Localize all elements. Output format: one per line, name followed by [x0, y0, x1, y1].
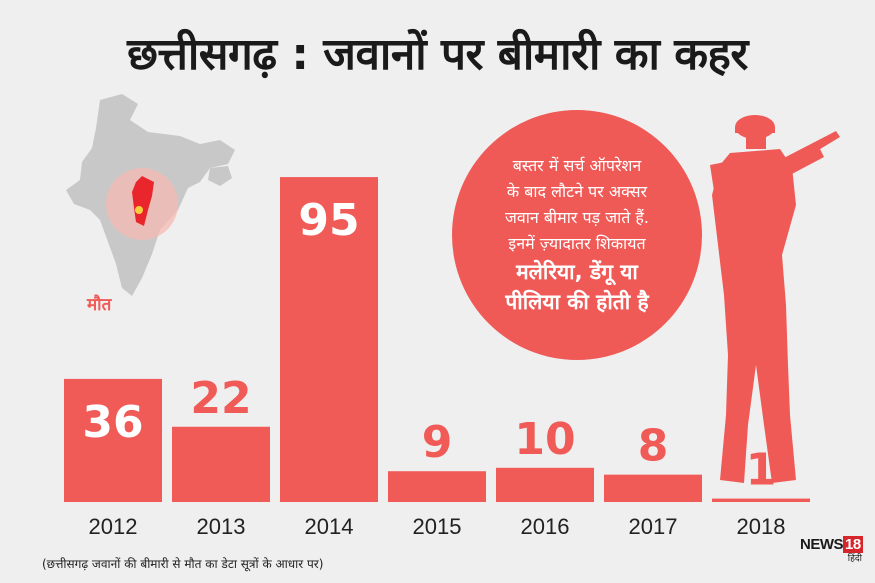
- bar-2016: [496, 467, 594, 502]
- x-tick-label-2015: 2015: [413, 514, 462, 539]
- bar-2017: [604, 474, 702, 502]
- brand-number: 18: [843, 536, 863, 553]
- brand-name: NEWS: [800, 536, 844, 553]
- brand-sub: हिंदी: [847, 553, 862, 563]
- x-tick-label-2013: 2013: [197, 514, 246, 539]
- bar-2015: [388, 471, 486, 502]
- x-tick-label-2012: 2012: [89, 514, 138, 539]
- x-tick-label-2017: 2017: [629, 514, 678, 539]
- bar-2014: [280, 177, 378, 502]
- callout-line: जवान बीमार पड़ जाते हैं.: [504, 208, 650, 227]
- x-tick-label-2016: 2016: [521, 514, 570, 539]
- callout-bold-line: मलेरिया, डेंगू या: [516, 260, 638, 284]
- value-label-2012: 36: [82, 397, 143, 448]
- value-label-2017: 8: [638, 421, 669, 472]
- footnote: (छत्तीसगढ़ जवानों की बीमारी से मौत का डे…: [42, 557, 324, 571]
- soldier-silhouette-icon: [710, 115, 840, 483]
- callout-bold-line: पीलिया की होती है: [505, 290, 649, 314]
- callout-line: इनमें ज़्यादातर शिकायत: [508, 234, 646, 253]
- callout-bubble: बस्तर में सर्च ऑपरेशन के बाद लौटने पर अक…: [452, 110, 702, 360]
- value-label-2016: 10: [514, 414, 575, 465]
- callout-line: के बाद लौटने पर अक्सर: [506, 182, 648, 201]
- value-label-2015: 9: [422, 417, 453, 468]
- page-title: छत्तीसगढ़ : जवानों पर बीमारी का कहर: [127, 29, 748, 80]
- x-tick-label-2014: 2014: [305, 514, 354, 539]
- bar-2012: [64, 378, 162, 502]
- brand-logo: NEWS 18 हिंदी: [800, 536, 863, 564]
- bar-2013: [172, 426, 270, 502]
- bar-2018: [712, 498, 810, 502]
- value-label-2014: 95: [298, 195, 359, 246]
- india-map-icon: [66, 94, 235, 296]
- value-label-2013: 22: [190, 373, 251, 424]
- series-label: मौत: [87, 295, 112, 315]
- x-tick-label-2018: 2018: [737, 514, 786, 539]
- callout-line: बस्तर में सर्च ऑपरेशन: [512, 156, 642, 175]
